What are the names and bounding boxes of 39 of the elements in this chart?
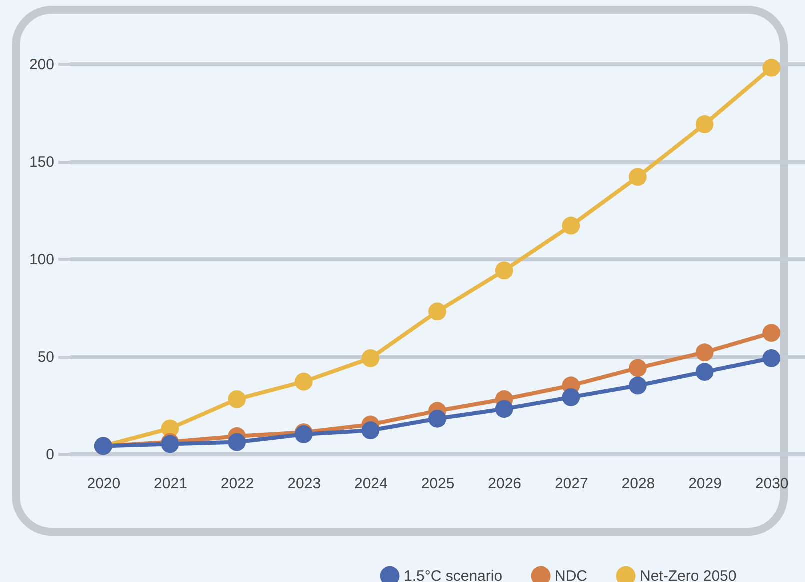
x-tick-label: 2022 [220, 476, 254, 492]
point [495, 262, 514, 280]
y-tick-label: 0 [46, 446, 54, 464]
legend-label: 1.5°C scenario [404, 568, 503, 582]
point [428, 410, 446, 428]
x-tick-label: 2023 [288, 476, 322, 492]
point [294, 372, 313, 391]
x-tick-label: 2027 [554, 476, 588, 492]
x-tick-label: 2021 [154, 476, 188, 492]
y-tick-label: 200 [29, 56, 54, 74]
point [228, 433, 246, 452]
point [428, 302, 446, 321]
point [629, 376, 647, 395]
point [562, 216, 580, 235]
x-tick-label: 2030 [755, 476, 789, 492]
y-tick-label: 100 [29, 252, 54, 268]
point [362, 350, 380, 368]
point [762, 350, 781, 368]
y-tick-label: 150 [29, 154, 54, 171]
legend-label: NDC [555, 568, 588, 582]
point [696, 363, 714, 382]
legend-label: Net-Zero 2050 [640, 568, 737, 582]
x-tick-label: 2029 [688, 476, 722, 492]
point [562, 388, 580, 406]
point [762, 58, 781, 77]
x-tick-label: 2020 [87, 476, 121, 492]
point [629, 359, 647, 378]
point [629, 168, 647, 186]
y-tick-label: 50 [38, 349, 54, 366]
point [696, 344, 714, 362]
point [495, 400, 514, 418]
x-tick-label: 2028 [622, 476, 656, 492]
point [228, 390, 246, 408]
point [696, 116, 714, 134]
point [762, 324, 781, 342]
x-tick-label: 2024 [354, 476, 388, 492]
point [362, 422, 380, 440]
x-tick-label: 2025 [421, 476, 455, 492]
x-tick-label: 2026 [488, 476, 522, 492]
